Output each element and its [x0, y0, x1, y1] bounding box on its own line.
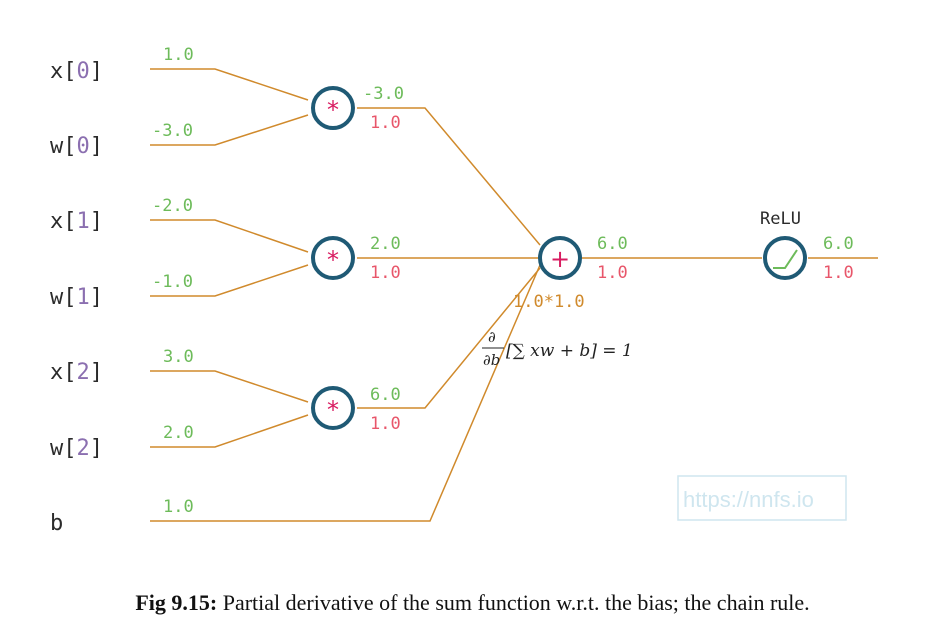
mult0-gradient: 1.0 — [370, 113, 401, 133]
sum-node: + — [538, 236, 582, 280]
input-w0: w[0] — [50, 134, 103, 159]
wire-prod2 — [357, 267, 541, 409]
relu-label: ReLU — [760, 209, 801, 229]
wire-w2 — [150, 414, 309, 448]
value-w1: -1.0 — [152, 272, 193, 292]
watermark-text: https://nnfs.io — [683, 487, 814, 512]
sum-gradient: 1.0 — [597, 263, 628, 283]
multiply-icon: * — [327, 96, 339, 124]
formula-denominator: ∂b — [483, 351, 500, 369]
wire-w0 — [150, 114, 309, 146]
value-x0: 1.0 — [163, 45, 194, 65]
wire-w1 — [150, 264, 309, 297]
input-x2: x[2] — [50, 360, 103, 385]
multiply-node-1: * — [311, 236, 355, 280]
formula-numerator: ∂ — [488, 328, 496, 346]
wire-x2 — [150, 370, 309, 403]
relu-output: 6.0 — [823, 234, 854, 254]
svg-text:x[1]: x[1] — [50, 209, 103, 234]
value-x2: 3.0 — [163, 347, 194, 367]
sum-output: 6.0 — [597, 234, 628, 254]
wire-b — [150, 264, 541, 522]
value-w2: 2.0 — [163, 423, 194, 443]
value-b: 1.0 — [163, 497, 194, 517]
svg-text:x[2]: x[2] — [50, 360, 103, 385]
mult2-output: 6.0 — [370, 385, 401, 405]
wire-x0 — [150, 68, 309, 101]
input-b: b — [50, 511, 63, 536]
plus-icon: + — [550, 245, 570, 273]
multiply-icon: * — [327, 246, 339, 274]
mult0-output: -3.0 — [363, 84, 404, 104]
wire-x1 — [150, 219, 309, 253]
relu-gradient: 1.0 — [823, 263, 854, 283]
multiply-node-2: * — [311, 386, 355, 430]
chain-rule-note: 1.0*1.0 — [513, 292, 585, 312]
svg-text:w[0]: w[0] — [50, 134, 103, 159]
value-x1: -2.0 — [152, 196, 193, 216]
mult1-gradient: 1.0 — [370, 263, 401, 283]
relu-icon — [773, 249, 798, 269]
multiply-icon: * — [327, 396, 339, 424]
input-w2: w[2] — [50, 436, 103, 461]
caption-text: Partial derivative of the sum function w… — [217, 590, 810, 615]
multiply-node-0: * — [311, 86, 355, 130]
partial-derivative-formula: ∂ ∂b [∑ xw + b] = 1 — [482, 328, 633, 369]
input-x0: x[0] — [50, 59, 103, 84]
svg-text:x[0]: x[0] — [50, 59, 103, 84]
svg-text:w[2]: w[2] — [50, 436, 103, 461]
input-w1: w[1] — [50, 285, 103, 310]
value-w0: -3.0 — [152, 121, 193, 141]
relu-node — [763, 236, 807, 280]
watermark: https://nnfs.io — [677, 475, 847, 521]
mult2-gradient: 1.0 — [370, 414, 401, 434]
mult1-output: 2.0 — [370, 234, 401, 254]
caption-label: Fig 9.15: — [135, 590, 218, 615]
wire-prod0 — [357, 107, 541, 246]
figure-caption: Fig 9.15: Partial derivative of the sum … — [0, 590, 945, 616]
formula-body: [∑ xw + b] = 1 — [506, 341, 633, 361]
input-x1: x[1] — [50, 209, 103, 234]
svg-text:w[1]: w[1] — [50, 285, 103, 310]
computational-graph: x[0] w[0] x[1] w[1] x[2] w[2] b 1.0 -3.0… — [50, 45, 878, 536]
